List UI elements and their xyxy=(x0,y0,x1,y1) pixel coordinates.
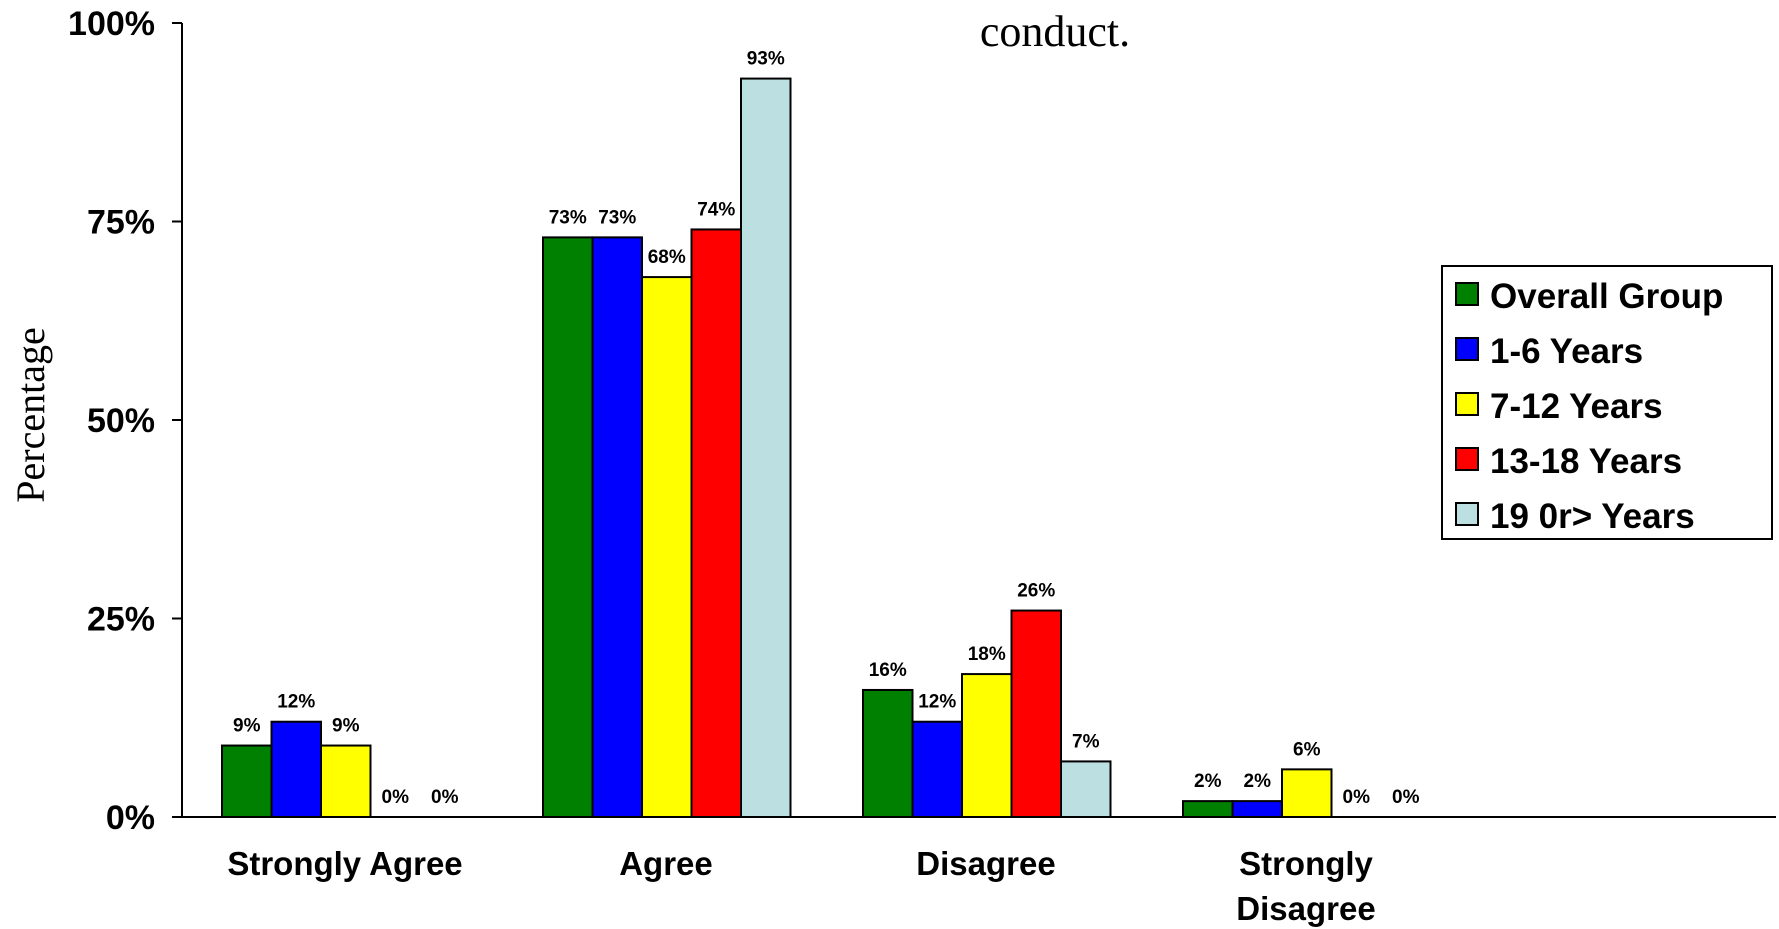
legend-swatch xyxy=(1455,282,1479,306)
bar xyxy=(221,744,273,818)
data-label: 93% xyxy=(747,49,785,70)
bar xyxy=(641,276,693,818)
legend-swatch xyxy=(1455,447,1479,471)
bar-series-group xyxy=(221,77,1333,819)
legend-box xyxy=(1441,265,1773,540)
bar xyxy=(961,673,1013,819)
data-label: 0% xyxy=(382,787,410,808)
legend-label: Overall Group xyxy=(1490,277,1723,316)
bar xyxy=(690,228,742,818)
bar xyxy=(320,744,372,818)
data-label: 12% xyxy=(277,692,315,713)
x-category-label: Agree xyxy=(619,845,713,882)
data-label: 9% xyxy=(233,716,261,737)
bar xyxy=(270,720,322,818)
data-label: 0% xyxy=(1343,787,1371,808)
bar xyxy=(591,236,643,818)
y-tick-label: 75% xyxy=(87,204,155,242)
bar xyxy=(542,236,594,818)
data-label: 68% xyxy=(648,247,686,268)
legend-label: 19 0r> Years xyxy=(1490,497,1695,536)
data-label: 16% xyxy=(869,660,907,681)
legend-swatch xyxy=(1455,502,1479,526)
y-axis-label: Percentage xyxy=(8,327,53,502)
legend-label: 13-18 Years xyxy=(1490,442,1682,481)
legend-swatch xyxy=(1455,392,1479,416)
bar xyxy=(911,720,963,818)
data-label: 7% xyxy=(1072,731,1100,752)
bar xyxy=(1182,800,1234,818)
data-label: 0% xyxy=(431,787,459,808)
bar xyxy=(1060,760,1112,818)
bar xyxy=(1281,768,1333,818)
legend: Overall Group 1-6 Years 7-12 Years 13-18 Ye… xyxy=(1441,265,1773,540)
data-label: 26% xyxy=(1017,581,1055,602)
legend-swatch xyxy=(1455,337,1479,361)
data-label: 9% xyxy=(332,716,360,737)
legend-items: Overall Group 1-6 Years 7-12 Years 13-18 Ye… xyxy=(1455,277,1723,536)
data-label: 2% xyxy=(1244,771,1272,792)
data-label: 0% xyxy=(1392,787,1420,808)
x-category-label: Strongly Disagree xyxy=(1236,845,1375,927)
data-label: 12% xyxy=(918,692,956,713)
y-axis-ticks: 0% 25% 50% 75% 100% xyxy=(68,5,182,837)
legend-label: 7-12 Years xyxy=(1490,387,1663,426)
data-label: 74% xyxy=(697,199,735,220)
chart-title: conduct. xyxy=(980,7,1130,56)
legend-label: 1-6 Years xyxy=(1490,332,1643,371)
bar xyxy=(862,688,914,819)
data-label: 73% xyxy=(549,207,587,228)
bar xyxy=(1231,800,1283,818)
x-axis-categories: Strongly Agree Agree Disagree Strongly Disag… xyxy=(227,845,1375,927)
y-tick-label: 50% xyxy=(87,402,155,440)
data-labels: 9% 73% 16% 2% 12% 73% 12% 2% 9% 68% 18% 6% 0% 74% 26% 0… xyxy=(233,49,1420,808)
y-tick-label: 25% xyxy=(87,601,155,639)
data-label: 18% xyxy=(968,644,1006,665)
data-label: 2% xyxy=(1194,771,1222,792)
y-tick-label: 100% xyxy=(68,5,155,43)
data-label: 73% xyxy=(598,207,636,228)
y-tick-label: 0% xyxy=(106,799,155,837)
bar xyxy=(740,77,792,818)
data-label: 6% xyxy=(1293,739,1321,760)
x-category-label: Disagree xyxy=(916,845,1055,882)
x-category-label: Strongly Agree xyxy=(227,845,462,882)
bar xyxy=(1010,609,1062,818)
